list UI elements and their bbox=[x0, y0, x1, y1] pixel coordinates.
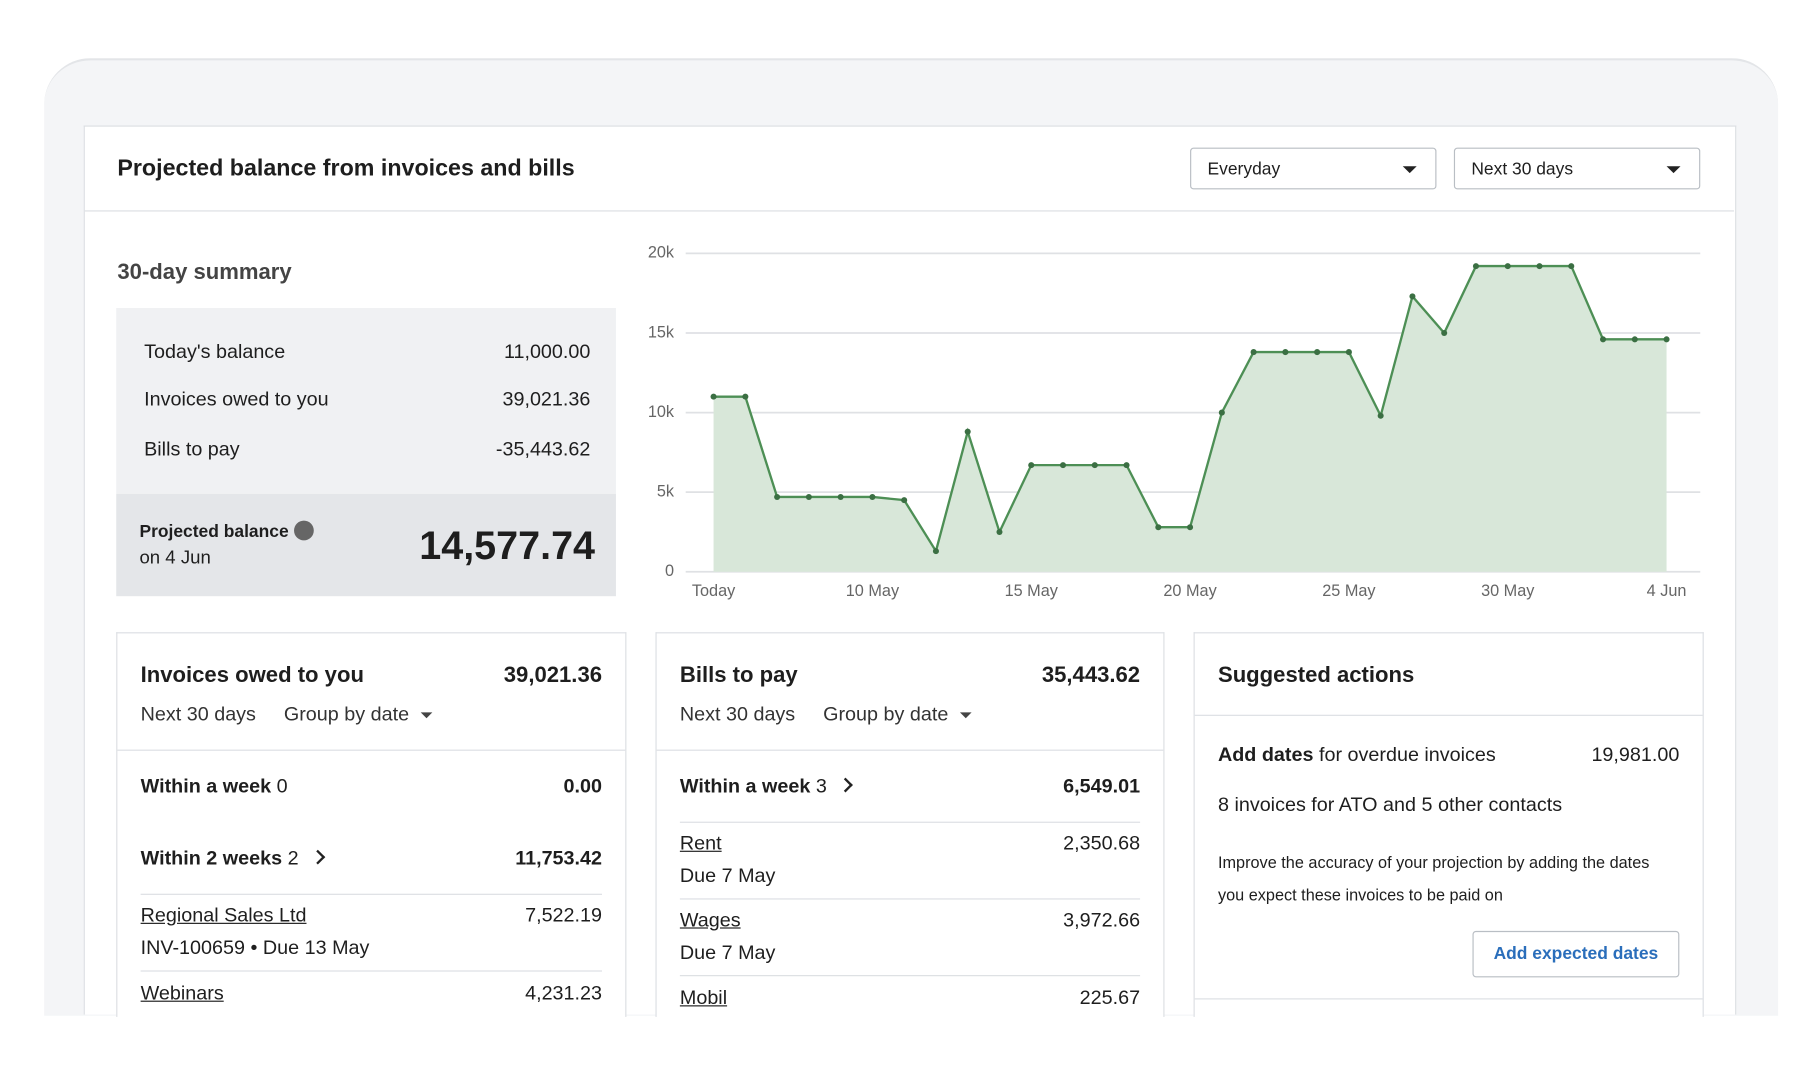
panel-title: Bills to pay bbox=[679, 663, 798, 689]
decor bbox=[117, 749, 626, 751]
value: 11,000.00 bbox=[503, 340, 591, 363]
decor bbox=[679, 975, 1141, 977]
decor bbox=[959, 712, 972, 719]
decor: Webinars 4,231.23 bbox=[141, 982, 602, 1005]
decor: Regional Sales Ltd 7,522.19 bbox=[141, 904, 602, 927]
item-value: 7,522.19 bbox=[525, 904, 603, 927]
period-select[interactable]: Next 30 days bbox=[1453, 147, 1701, 190]
decor bbox=[679, 821, 1141, 823]
decor: Invoices owed to you 39,021.36 bbox=[141, 664, 602, 690]
decor: Within a week 3 6,549.01 bbox=[680, 775, 1140, 798]
summary-title: 30-day summary bbox=[117, 260, 292, 285]
panel-title: Suggested actions bbox=[1217, 663, 1415, 689]
group-label: Within 2 weeks bbox=[140, 847, 283, 870]
panel-title: Invoices owed to you bbox=[140, 663, 364, 689]
group-by[interactable]: Group by date bbox=[823, 703, 972, 726]
projected-value: 14,577.74 bbox=[419, 524, 596, 569]
item-value: 2,350.68 bbox=[1063, 832, 1141, 855]
decor bbox=[838, 777, 854, 793]
actions-panel: Suggested actions Add dates for overdue … bbox=[1193, 632, 1704, 1017]
divider bbox=[84, 210, 1734, 212]
account-select[interactable]: Everyday bbox=[1190, 147, 1437, 190]
info-icon[interactable] bbox=[293, 520, 314, 541]
value: 39,021.36 bbox=[502, 388, 591, 411]
item-link[interactable]: Rent bbox=[679, 832, 722, 855]
item-link[interactable]: Mobil bbox=[679, 986, 728, 1009]
panel-total: 39,021.36 bbox=[503, 663, 603, 689]
action-contacts: 8 invoices for ATO and 5 other contacts bbox=[1217, 793, 1563, 816]
item-detail: INV-100659 • Due 13 May bbox=[140, 936, 370, 959]
projected-label: Projected balance bbox=[139, 520, 314, 542]
action-bold: Add dates bbox=[1217, 743, 1314, 766]
label: Today's balance bbox=[144, 340, 286, 363]
group-total: 6,549.01 bbox=[1063, 775, 1141, 798]
add-dates-button[interactable]: Add expected dates bbox=[1472, 930, 1680, 978]
decor bbox=[420, 712, 433, 719]
period: Next 30 days bbox=[679, 703, 796, 726]
decor bbox=[1194, 714, 1703, 716]
decor: Next 30 days Group by date bbox=[141, 703, 602, 726]
projected-box: Projected balance on 4 Jun 14,577.74 bbox=[116, 493, 616, 597]
group-label: Group by date bbox=[283, 703, 410, 726]
decor: Add dates for overdue invoices 19,981.00 bbox=[1218, 744, 1679, 767]
decor: Mobil 225.67 bbox=[680, 987, 1140, 1010]
label: Bills to pay bbox=[144, 438, 240, 461]
decor bbox=[140, 970, 603, 972]
bills-panel: Bills to pay 35,443.62 Next 30 days Group … bbox=[655, 632, 1165, 1017]
decor bbox=[679, 898, 1141, 900]
item-value: 4,231.23 bbox=[525, 982, 603, 1005]
group-label: Group by date bbox=[823, 703, 949, 726]
action-text: for overdue invoices bbox=[1318, 743, 1496, 766]
item-detail: Due 7 May bbox=[679, 941, 776, 964]
decor bbox=[140, 893, 603, 895]
decor bbox=[1194, 998, 1703, 1000]
decor: Within a week 0 0.00 bbox=[141, 775, 602, 798]
decor: Wages 3,972.66 bbox=[680, 909, 1140, 932]
item-detail: Due 7 May bbox=[679, 864, 776, 887]
decor: Rent 2,350.68 bbox=[680, 832, 1140, 855]
action-note: Improve the accuracy of your projection … bbox=[1217, 853, 1650, 905]
action-value: 19,981.00 bbox=[1591, 743, 1680, 766]
decor: Within 2 weeks 2 11,753.42 bbox=[141, 847, 602, 870]
period: Next 30 days bbox=[140, 703, 256, 726]
group-label: Within a week bbox=[140, 775, 272, 798]
decor: Next 30 days Group by date bbox=[680, 703, 1140, 726]
projected-date: on 4 Jun bbox=[139, 548, 211, 569]
value: -35,443.62 bbox=[495, 438, 591, 461]
panel-total: 35,443.62 bbox=[1041, 663, 1141, 689]
group-count: 3 bbox=[815, 775, 827, 798]
item-link[interactable]: Regional Sales Ltd bbox=[140, 904, 307, 927]
summary-box: Today's balance 11,000.00 Invoices owed … bbox=[116, 307, 616, 494]
group-count: 0 bbox=[276, 775, 288, 798]
label: Projected balance bbox=[139, 521, 289, 542]
decor bbox=[656, 749, 1164, 751]
group-total: 11,753.42 bbox=[515, 847, 603, 870]
item-value: 3,972.66 bbox=[1063, 908, 1141, 931]
group-count: 2 bbox=[287, 847, 299, 870]
group-by[interactable]: Group by date bbox=[283, 703, 433, 726]
group-total: 0.00 bbox=[563, 775, 603, 798]
item-link[interactable]: Wages bbox=[679, 908, 741, 931]
item-link[interactable]: Webinars bbox=[140, 982, 224, 1005]
decor: Bills to pay 35,443.62 bbox=[680, 664, 1140, 690]
item-value: 225.67 bbox=[1079, 986, 1141, 1009]
invoices-panel: Invoices owed to you 39,021.36 Next 30 da… bbox=[116, 632, 627, 1017]
card-title: Projected balance from invoices and bill… bbox=[117, 155, 575, 182]
decor bbox=[310, 849, 326, 865]
label: Invoices owed to you bbox=[144, 388, 329, 411]
group-label: Within a week bbox=[679, 775, 811, 798]
